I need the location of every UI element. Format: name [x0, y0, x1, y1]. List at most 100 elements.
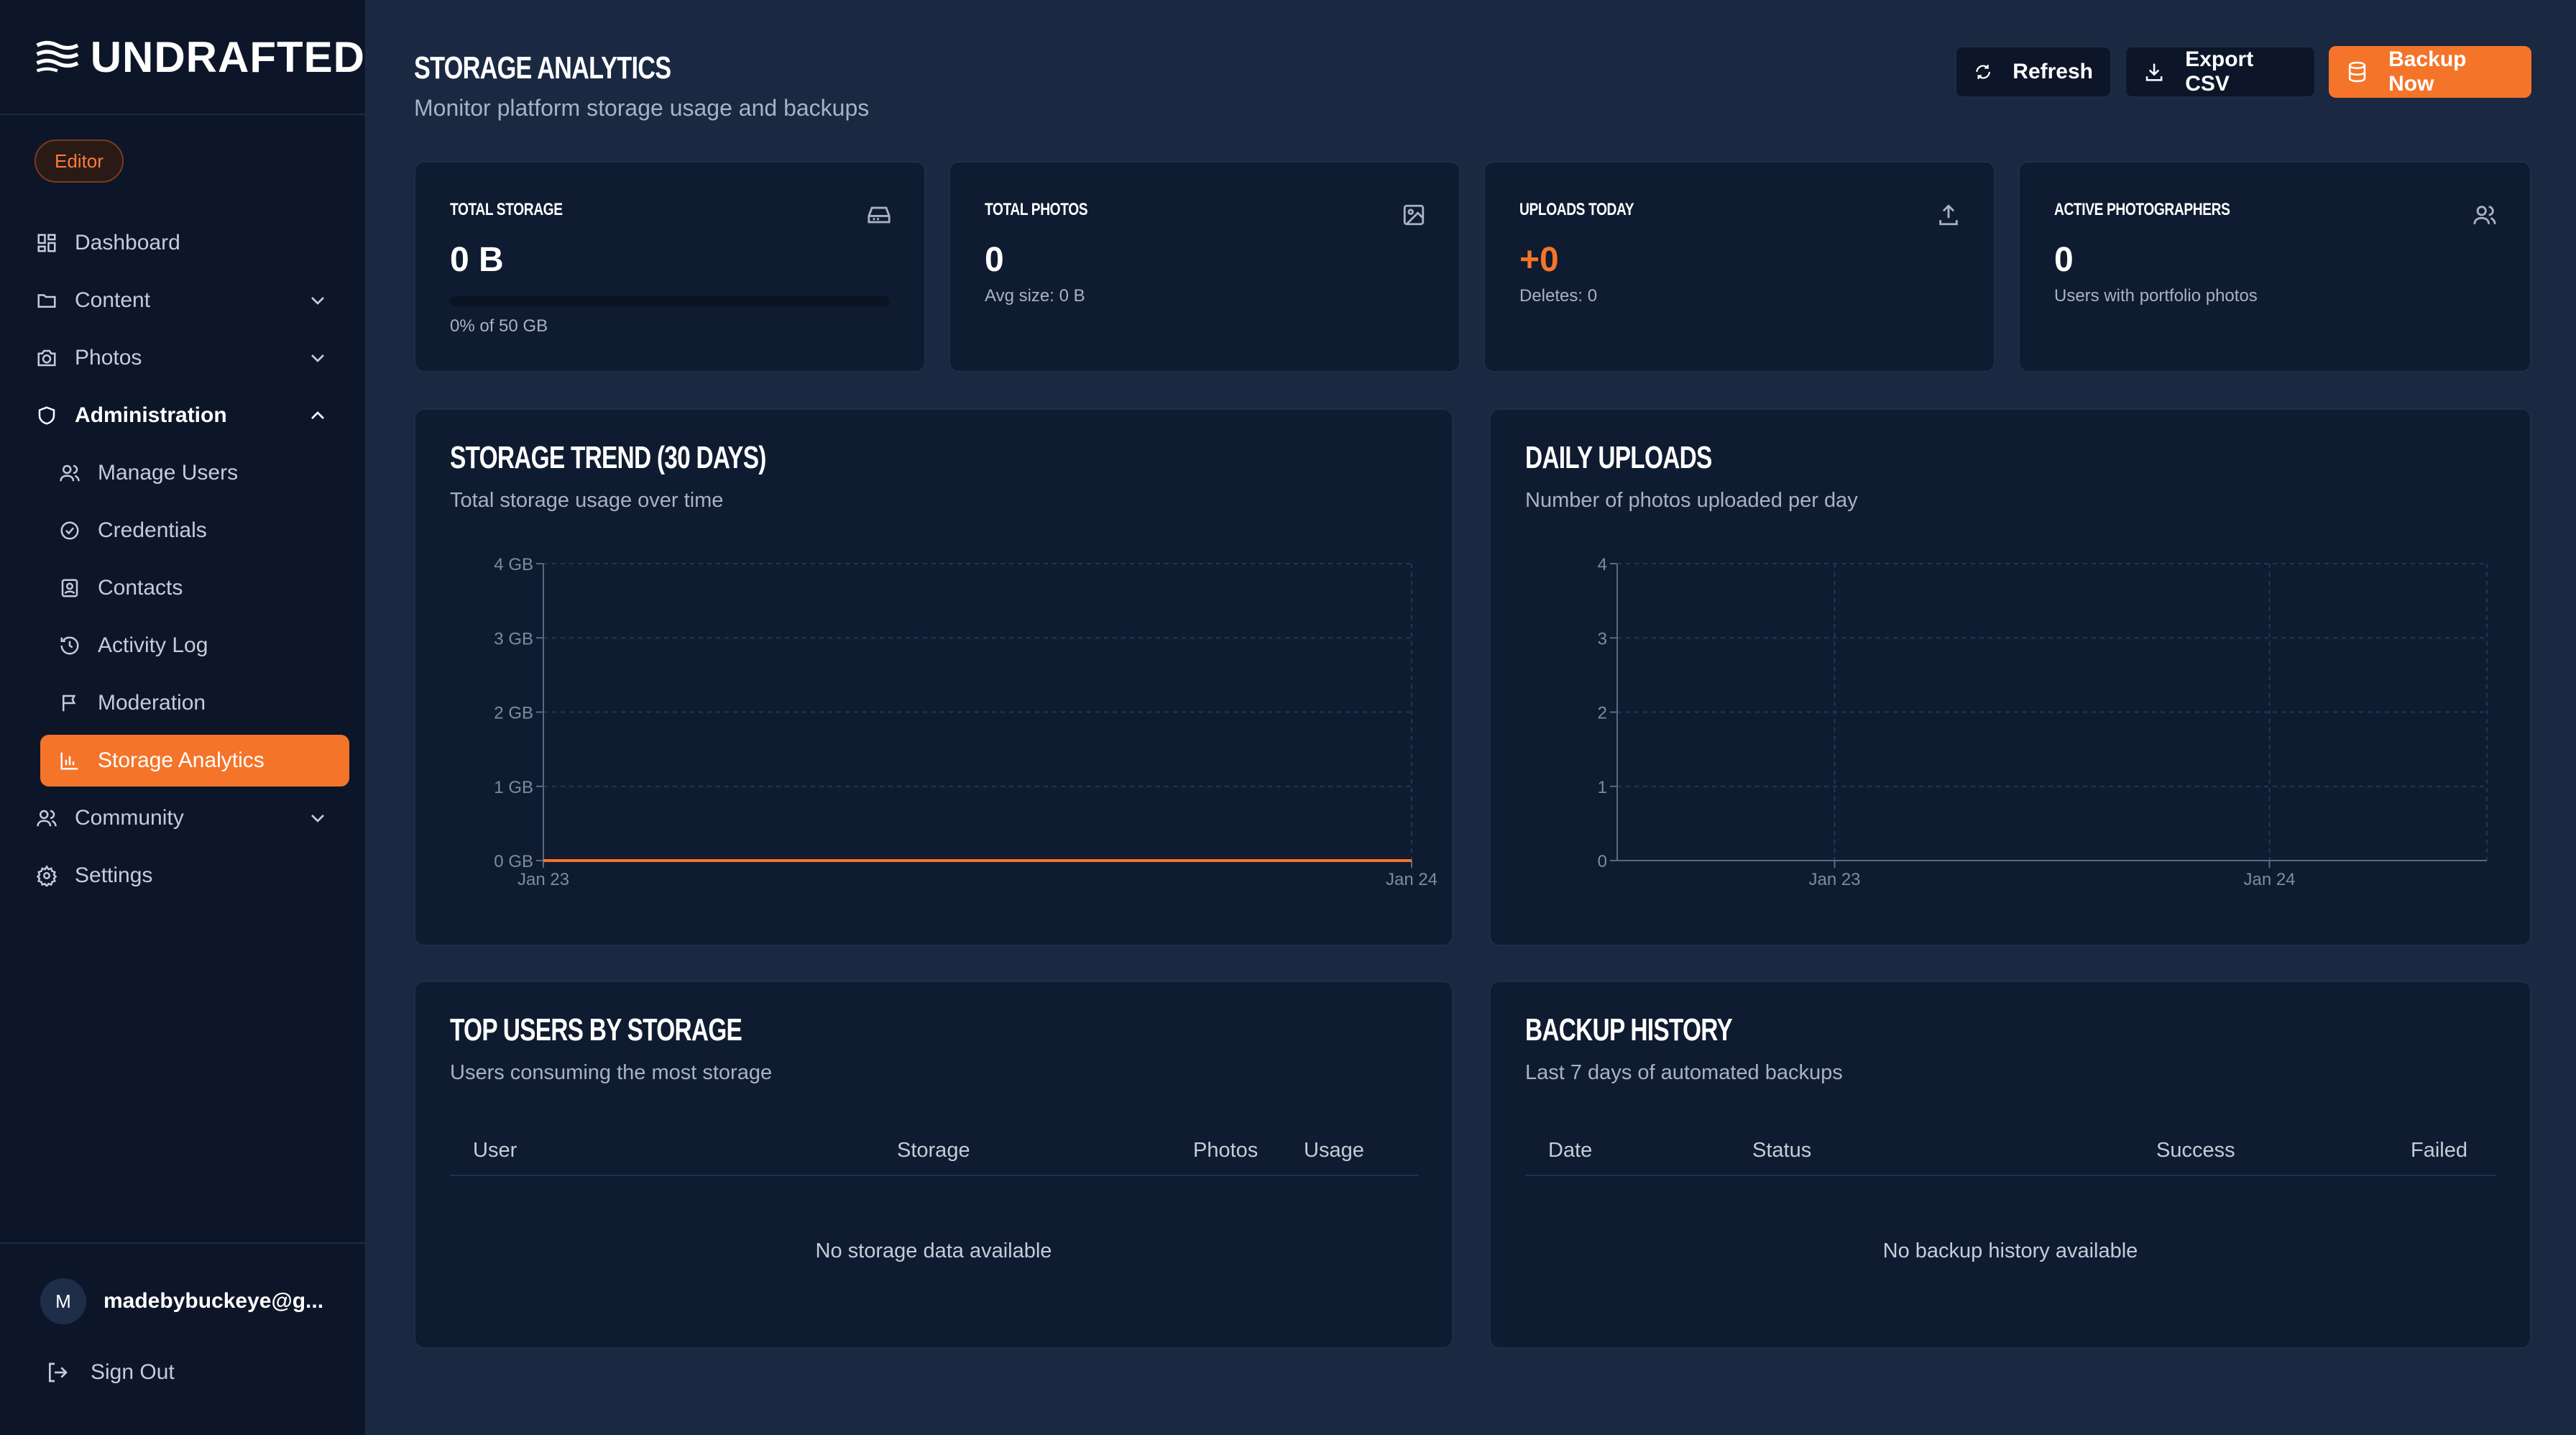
card-subtitle: Users consuming the most storage: [450, 1061, 773, 1084]
brand-name: UNDRAFTED: [90, 32, 365, 81]
stat-card-uploads-today: UPLOADS TODAY +0 Deletes: 0: [1484, 161, 1995, 372]
sidebar-item-label: Credentials: [98, 518, 207, 542]
database-icon: [2348, 61, 2366, 83]
table-header: User Storage Photos Usage: [450, 1130, 1419, 1176]
chevron-down-icon: [311, 815, 324, 822]
hard-drive-icon: [868, 206, 891, 224]
export-csv-label: Export CSV: [2185, 47, 2254, 96]
y-tick-label: 1: [1598, 778, 1607, 797]
column-header-success[interactable]: Success: [2156, 1139, 2235, 1162]
sidebar-item-label: Moderation: [98, 691, 206, 715]
page-title: STORAGE ANALYTICS: [414, 50, 671, 86]
refresh-label: Refresh: [2012, 60, 2093, 83]
stat-sub: Deletes: 0: [1519, 286, 1598, 306]
chevron-down-icon: [311, 354, 324, 362]
sidebar-item-contacts[interactable]: Contacts: [0, 559, 367, 617]
page-subtitle: Monitor platform storage usage and backu…: [414, 95, 870, 121]
sidebar-nav: Dashboard Content Photos Administration …: [0, 214, 367, 904]
card-title: BACKUP HISTORY: [1525, 1012, 1733, 1047]
column-header-photos[interactable]: Photos: [1193, 1139, 1259, 1162]
card-title: DAILY UPLOADS: [1525, 440, 1712, 475]
users-icon: [58, 461, 82, 485]
column-header-user[interactable]: User: [473, 1139, 518, 1162]
stat-label: TOTAL STORAGE: [450, 200, 563, 219]
storage-trend-chart: 0 GB 1 GB 2 GB 3 GB 4 GB Jan 23 Jan 24: [494, 555, 1438, 889]
daily-uploads-card: DAILY UPLOADS Number of photos uploaded …: [1489, 408, 2531, 946]
stat-label: UPLOADS TODAY: [1519, 200, 1634, 219]
column-header-status[interactable]: Status: [1752, 1139, 1812, 1162]
sidebar-item-label: Settings: [75, 863, 153, 887]
sidebar-item-community[interactable]: Community: [0, 789, 367, 847]
top-users-card: TOP USERS BY STORAGE Users consuming the…: [414, 981, 1453, 1349]
user-profile[interactable]: M madebybuckeye@g...: [40, 1278, 323, 1324]
logo-icon: [36, 40, 79, 73]
y-tick-label: 3 GB: [494, 629, 533, 648]
x-tick-label: Jan 24: [1386, 870, 1438, 889]
y-tick-label: 0 GB: [494, 852, 533, 871]
y-tick-label: 2: [1598, 704, 1607, 723]
y-tick-label: 0: [1598, 852, 1607, 871]
y-tick-label: 2 GB: [494, 704, 533, 723]
sidebar-item-label: Photos: [75, 346, 142, 370]
stat-card-total-storage: TOTAL STORAGE 0 B 0% of 50 GB: [414, 161, 926, 372]
column-header-failed[interactable]: Failed: [2411, 1139, 2467, 1162]
stat-sub: Users with portfolio photos: [2054, 286, 2258, 306]
stat-label: TOTAL PHOTOS: [985, 200, 1088, 219]
daily-uploads-chart: 0 1 2 3 4 Jan 23 Jan 24: [1598, 555, 2488, 889]
backup-now-button[interactable]: Backup Now: [2329, 46, 2531, 98]
refresh-button[interactable]: Refresh: [1955, 46, 2112, 98]
x-tick-label: Jan 23: [1808, 870, 1860, 889]
y-tick-label: 1 GB: [494, 778, 533, 797]
sidebar-item-settings[interactable]: Settings: [0, 847, 367, 904]
upload-icon: [1939, 204, 1958, 226]
stat-card-total-photos: TOTAL PHOTOS 0 Avg size: 0 B: [949, 161, 1460, 372]
export-csv-button[interactable]: Export CSV: [2125, 46, 2316, 98]
sidebar-item-content[interactable]: Content: [0, 272, 367, 329]
stat-value: 0: [985, 241, 1004, 279]
divider: [0, 1242, 367, 1244]
users-icon: [34, 806, 59, 830]
history-icon: [58, 633, 82, 658]
column-header-date[interactable]: Date: [1548, 1139, 1593, 1162]
sidebar-item-moderation[interactable]: Moderation: [0, 674, 367, 732]
bar-chart-icon: [58, 748, 82, 773]
backup-now-label: Backup Now: [2388, 47, 2467, 96]
sign-out-button[interactable]: Sign Out: [46, 1360, 175, 1385]
card-title: TOP USERS BY STORAGE: [450, 1012, 742, 1047]
backup-history-card: BACKUP HISTORY Last 7 days of automated …: [1489, 981, 2531, 1349]
sidebar-item-dashboard[interactable]: Dashboard: [0, 214, 367, 272]
card-subtitle: Number of photos uploaded per day: [1525, 489, 1858, 512]
sidebar-item-label: Storage Analytics: [98, 748, 264, 772]
sidebar-item-credentials[interactable]: Credentials: [0, 502, 367, 559]
sidebar-item-label: Community: [75, 806, 184, 830]
sidebar-item-administration[interactable]: Administration: [0, 387, 367, 444]
sidebar-item-label: Administration: [75, 403, 227, 427]
stat-card-active-photographers: ACTIVE PHOTOGRAPHERS 0 Users with portfo…: [2018, 161, 2531, 372]
logout-icon: [49, 1362, 68, 1383]
folder-icon: [34, 288, 59, 313]
sidebar-item-label: Activity Log: [98, 633, 208, 657]
sidebar: UNDRAFTED Editor Dashboard Content Photo…: [0, 0, 367, 1435]
table-header: Date Status Success Failed: [1525, 1130, 2496, 1176]
stat-sub: Avg size: 0 B: [985, 286, 1085, 306]
empty-state: No backup history available: [1882, 1239, 2138, 1262]
y-tick-label: 3: [1598, 629, 1607, 648]
sidebar-item-storage-analytics[interactable]: Storage Analytics: [40, 735, 349, 787]
x-tick-label: Jan 23: [518, 870, 569, 889]
y-tick-label: 4 GB: [494, 555, 533, 574]
sidebar-item-activity-log[interactable]: Activity Log: [0, 617, 367, 674]
sidebar-item-manage-users[interactable]: Manage Users: [0, 444, 367, 502]
column-header-storage[interactable]: Storage: [897, 1139, 970, 1162]
column-header-usage[interactable]: Usage: [1304, 1139, 1364, 1162]
refresh-icon: [1976, 65, 1990, 79]
download-icon: [2145, 63, 2163, 81]
sidebar-item-photos[interactable]: Photos: [0, 329, 367, 387]
stat-sub: 0% of 50 GB: [450, 316, 548, 336]
gear-icon: [34, 863, 59, 888]
storage-progress-bar: [450, 296, 890, 306]
chevron-up-icon: [311, 411, 324, 419]
avatar: M: [40, 1278, 86, 1324]
sidebar-item-label: Dashboard: [75, 231, 180, 255]
brand[interactable]: UNDRAFTED: [0, 0, 365, 115]
role-badge: Editor: [34, 139, 124, 183]
